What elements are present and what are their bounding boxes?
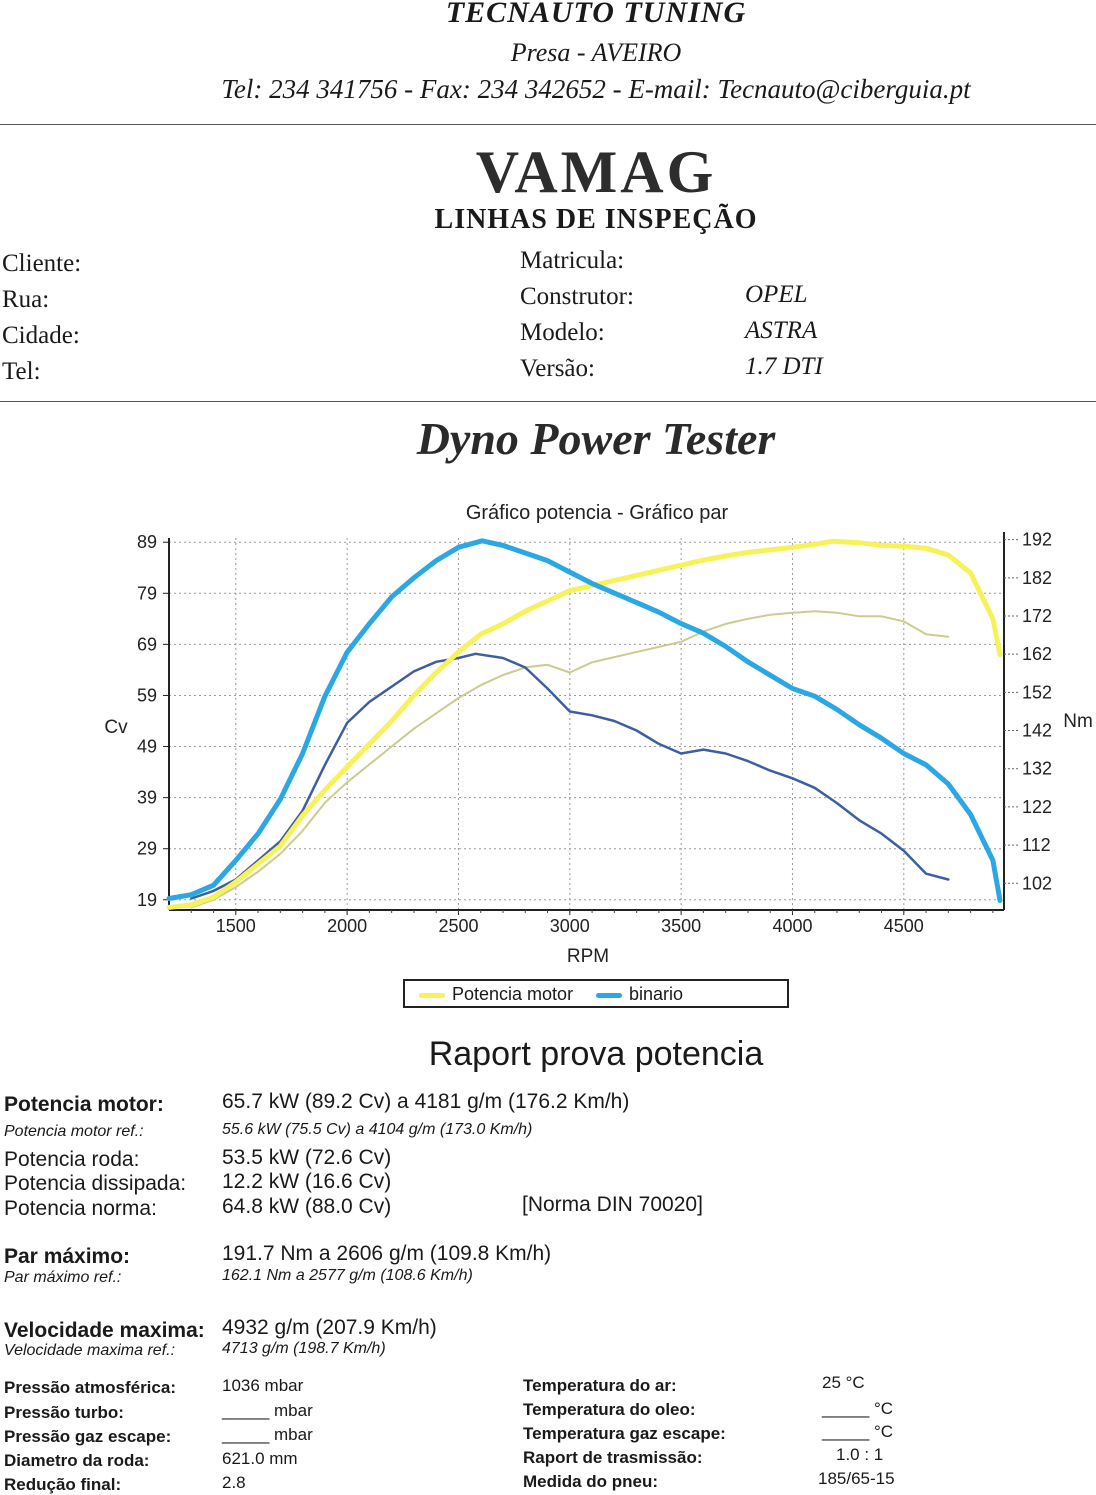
y-left-tick-label: 49 <box>137 737 157 757</box>
param-turbo-pressure-label: Pressão turbo: <box>4 1403 124 1422</box>
y-right-tick-label: 142 <box>1022 721 1052 741</box>
param-gear-ratio-value: 1.0 : 1 <box>836 1445 884 1464</box>
phone-label: Tel: <box>2 358 41 385</box>
legend-swatch-power <box>419 993 445 998</box>
legend-label-power: Potencia motor <box>452 984 574 1004</box>
y-right-tick-label: 132 <box>1022 759 1052 779</box>
param-tyre-size-label: Medida do pneu: <box>523 1472 659 1491</box>
city-label: Cidade: <box>2 322 80 349</box>
y-left-axis-label: Cv <box>104 717 128 738</box>
y-left-tick-label: 29 <box>137 839 157 859</box>
model-label: Modelo: <box>520 319 605 346</box>
wheel-power-label: Potencia roda: <box>4 1148 140 1171</box>
y-left-tick-label: 79 <box>137 583 157 603</box>
param-atm-pressure-label: Pressão atmosférica: <box>4 1378 176 1397</box>
max-torque-ref-value: 162.1 Nm a 2577 g/m (108.6 Km/h) <box>222 1267 473 1284</box>
legend-label-torque: binario <box>629 984 684 1004</box>
max-speed-ref-label: Velocidade maxima ref.: <box>4 1342 176 1359</box>
info-divider <box>0 401 1096 402</box>
x-tick-label: 4000 <box>772 916 812 936</box>
standard-power-label: Potencia norma: <box>4 1197 157 1220</box>
y-right-tick-label: 152 <box>1022 682 1052 702</box>
param-exhaust-temp-value: _____ °C <box>822 1422 894 1441</box>
x-tick-label: 1500 <box>216 916 256 936</box>
document-title: Dyno Power Tester <box>416 413 776 464</box>
engine-power-label: Potencia motor: <box>4 1093 164 1116</box>
x-tick-label: 2500 <box>438 916 478 936</box>
y-left-tick-label: 89 <box>137 532 157 552</box>
series-line-torque-ref <box>190 652 950 900</box>
param-final-reduction-label: Redução final: <box>4 1475 122 1494</box>
param-wheel-diameter-label: Diametro da roda: <box>4 1451 150 1470</box>
standard-power-value: 64.8 kW (88.0 Cv) <box>222 1195 392 1218</box>
y-right-tick-label: 122 <box>1022 797 1052 817</box>
series-line-power <box>166 538 1003 910</box>
y-right-tick-label: 182 <box>1022 568 1052 588</box>
param-atm-pressure-value: 1036 mbar <box>222 1376 304 1395</box>
client-label: Cliente: <box>2 250 82 277</box>
max-speed-value: 4932 g/m (207.9 Km/h) <box>222 1316 437 1339</box>
model-value: ASTRA <box>745 317 818 344</box>
brand-subtitle: LINHAS DE INSPEÇÃO <box>434 204 758 235</box>
max-speed-ref-value: 4713 g/m (198.7 Km/h) <box>222 1340 386 1357</box>
y-right-tick-label: 162 <box>1022 644 1052 664</box>
brand-name: VAMAG <box>475 139 717 205</box>
engine-power-ref-value: 55.6 kW (75.5 Cv) a 4104 g/m (173.0 Km/h… <box>222 1121 533 1138</box>
y-left-tick-label: 69 <box>137 634 157 654</box>
report-title: Raport prova potencia <box>428 1035 764 1073</box>
x-tick-label: 3000 <box>550 916 590 936</box>
dissipated-power-value: 12.2 kW (16.6 Cv) <box>222 1170 392 1193</box>
x-axis-label: RPM <box>567 946 609 967</box>
param-exhaust-pressure-value: _____ mbar <box>222 1425 313 1444</box>
version-value: 1.7 DTI <box>745 353 823 380</box>
param-turbo-pressure-value: _____ mbar <box>222 1401 313 1420</box>
company-contact: Tel: 234 341756 - Fax: 234 342652 - E-ma… <box>221 74 971 104</box>
x-tick-label: 3500 <box>661 916 701 936</box>
y-right-tick-label: 172 <box>1022 606 1052 626</box>
param-exhaust-pressure-label: Pressão gaz escape: <box>4 1427 172 1446</box>
street-label: Rua: <box>2 286 50 313</box>
y-left-tick-label: 39 <box>137 788 157 808</box>
make-value: OPEL <box>745 281 808 308</box>
company-city: Presa - AVEIRO <box>510 38 682 67</box>
plate-label: Matricula: <box>520 247 625 274</box>
param-exhaust-temp-label: Temperatura gaz escape: <box>523 1424 726 1443</box>
max-torque-ref-label: Par máximo ref.: <box>4 1269 122 1286</box>
wheel-power-value: 53.5 kW (72.6 Cv) <box>222 1146 392 1169</box>
dyno-chart: Gráfico potencia - Gráfico par 1500 2000 2… <box>104 502 1093 967</box>
y-right-tick-label: 192 <box>1022 530 1052 550</box>
y-right-tick-label: 112 <box>1022 835 1051 855</box>
param-tyre-size-value: 185/65-15 <box>818 1469 895 1488</box>
engine-power-value: 65.7 kW (89.2 Cv) a 4181 g/m (176.2 Km/h… <box>222 1090 630 1113</box>
chart-title: Gráfico potencia - Gráfico par <box>466 502 729 524</box>
series-line-power-ref <box>190 610 950 909</box>
y-left-tick-label: 59 <box>137 685 157 705</box>
param-air-temp-value: 25 °C <box>822 1373 865 1392</box>
param-oil-temp-label: Temperatura do oleo: <box>523 1400 696 1419</box>
chart-legend: Potencia motor binario <box>403 979 789 1008</box>
param-wheel-diameter-value: 621.0 mm <box>222 1449 298 1468</box>
standard-power-norm: [Norma DIN 70020] <box>522 1193 703 1216</box>
header-divider <box>0 124 1096 125</box>
max-speed-label: Velocidade maxima: <box>4 1319 205 1342</box>
x-tick-label: 4500 <box>884 916 924 936</box>
param-gear-ratio-label: Raport de trasmissão: <box>523 1448 703 1467</box>
company-name: TECNAUTO TUNING <box>445 0 747 29</box>
max-torque-value: 191.7 Nm a 2606 g/m (109.8 Km/h) <box>222 1242 552 1265</box>
x-tick-label: 2000 <box>327 916 367 936</box>
version-label: Versão: <box>520 355 595 382</box>
dissipated-power-label: Potencia dissipada: <box>4 1172 187 1195</box>
param-final-reduction-value: 2.8 <box>222 1473 246 1492</box>
series-line-torque <box>166 538 1003 903</box>
param-oil-temp-value: _____ °C <box>822 1399 894 1418</box>
legend-swatch-torque <box>596 993 622 998</box>
y-right-axis-label: Nm <box>1063 711 1093 732</box>
y-left-tick-label: 19 <box>137 890 157 910</box>
max-torque-label: Par máximo: <box>4 1245 131 1268</box>
engine-power-ref-label: Potencia motor ref.: <box>4 1123 144 1140</box>
param-air-temp-label: Temperatura do ar: <box>523 1376 677 1395</box>
y-right-tick-label: 102 <box>1022 873 1052 893</box>
make-label: Construtor: <box>520 283 634 310</box>
